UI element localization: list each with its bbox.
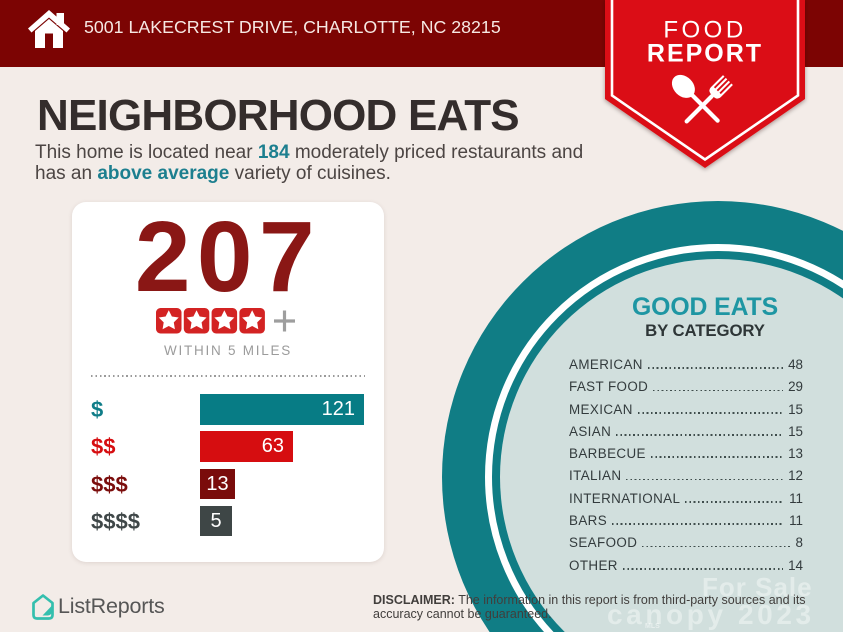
svg-text:REPORT: REPORT (647, 40, 763, 68)
svg-text:FOOD: FOOD (663, 17, 746, 44)
